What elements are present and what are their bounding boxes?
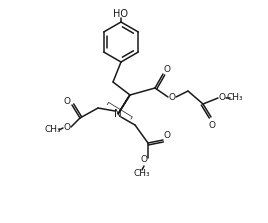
Text: O: O bbox=[64, 122, 70, 132]
Text: O: O bbox=[163, 66, 170, 74]
Text: O: O bbox=[140, 155, 147, 165]
Text: CH₃: CH₃ bbox=[45, 126, 61, 134]
Text: N: N bbox=[114, 109, 122, 119]
Text: CH₃: CH₃ bbox=[134, 169, 150, 178]
Text: O: O bbox=[163, 130, 170, 140]
Text: HO: HO bbox=[114, 9, 128, 19]
Text: O: O bbox=[218, 93, 225, 103]
Text: CH₃: CH₃ bbox=[227, 93, 243, 103]
Text: O: O bbox=[64, 97, 70, 105]
Text: O: O bbox=[169, 93, 176, 101]
Polygon shape bbox=[118, 95, 130, 114]
Text: O: O bbox=[209, 120, 215, 130]
